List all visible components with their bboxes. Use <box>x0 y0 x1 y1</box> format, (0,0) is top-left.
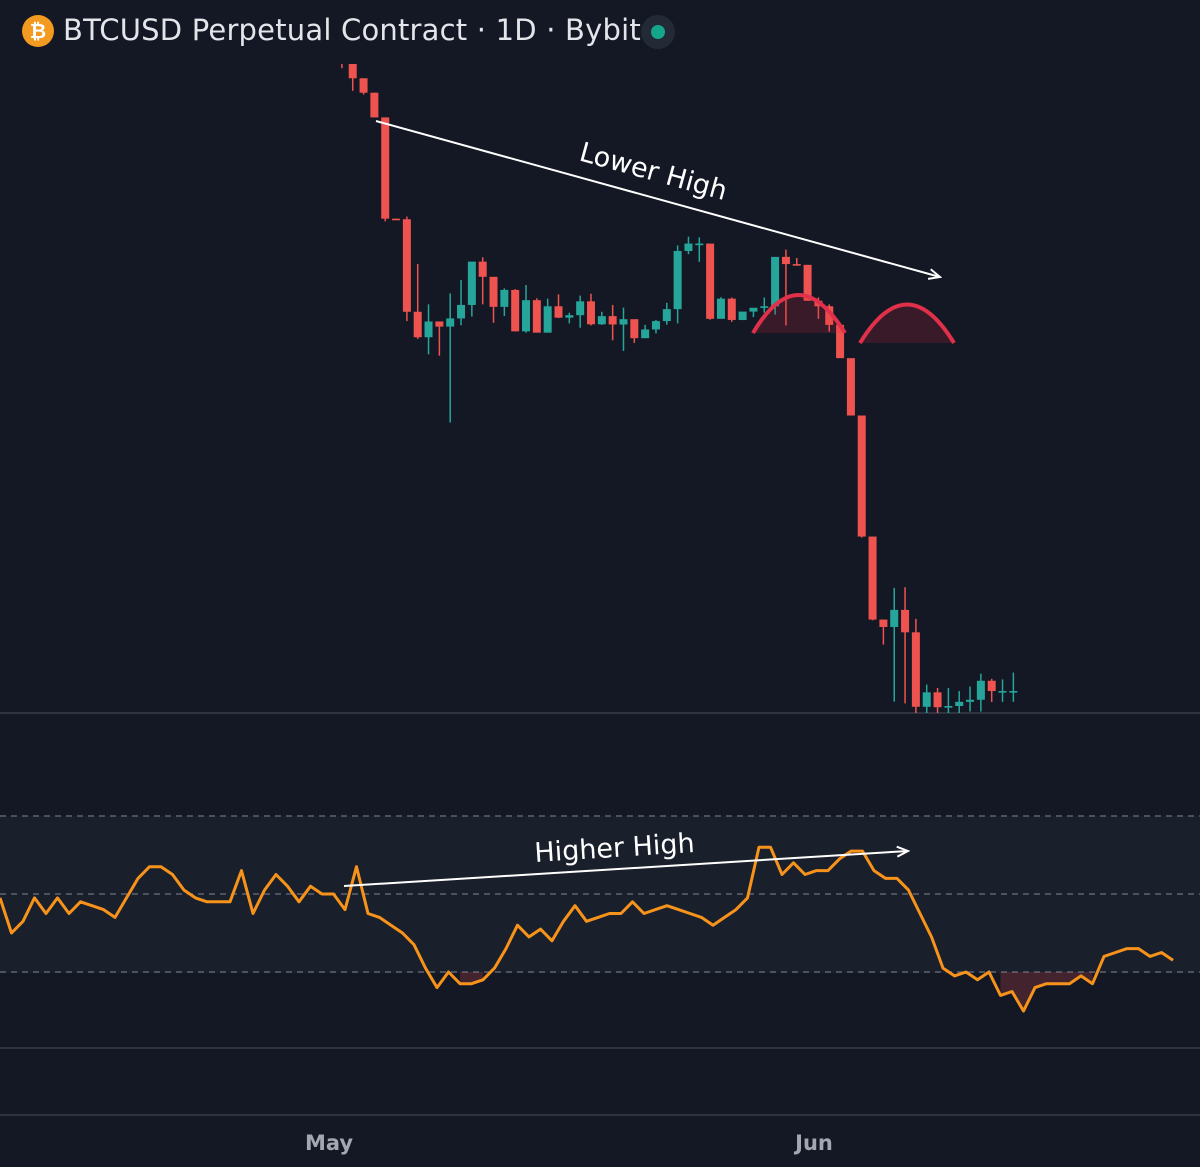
symbol-title[interactable]: BTCUSD Perpetual Contract · 1D · Bybit <box>63 13 641 47</box>
candle <box>857 415 866 538</box>
candle <box>370 92 379 118</box>
top-arc-2 <box>858 302 956 345</box>
candle <box>1009 672 1018 702</box>
candle <box>619 307 628 351</box>
chart-header: ₿ BTCUSD Perpetual Contract · 1D · Bybit <box>0 0 1200 64</box>
candle <box>586 293 595 326</box>
candle <box>673 245 682 324</box>
candle <box>879 619 888 645</box>
candle <box>341 64 343 69</box>
candle <box>955 691 964 713</box>
candle <box>435 321 444 356</box>
candle <box>836 324 845 359</box>
candle <box>348 64 357 91</box>
candle <box>662 302 671 325</box>
candle <box>933 687 942 713</box>
pane-separators <box>0 712 1200 1116</box>
candle <box>565 312 574 324</box>
candle <box>262 2 270 18</box>
candle <box>273 5 281 9</box>
candle <box>478 257 487 305</box>
candle <box>467 261 476 317</box>
candle <box>641 324 650 339</box>
candle <box>922 684 931 713</box>
candle <box>381 117 390 222</box>
time-axis[interactable]: May Jun <box>305 1131 833 1155</box>
candle <box>511 289 520 332</box>
candle <box>316 0 324 28</box>
candle <box>944 687 953 713</box>
top-arc-1 <box>751 293 847 335</box>
market-status-dot-icon <box>651 25 665 39</box>
candle <box>998 679 1007 702</box>
candle <box>792 258 801 266</box>
candle <box>295 2 303 15</box>
candle <box>359 78 368 95</box>
candle <box>630 319 639 343</box>
rsi-line <box>0 845 1174 1013</box>
candle <box>424 304 433 355</box>
candle <box>868 536 877 621</box>
candle <box>987 678 996 703</box>
candle <box>890 587 899 702</box>
candle <box>392 218 401 221</box>
candle <box>457 280 466 326</box>
candle <box>554 294 563 319</box>
lower-high-label: Lower High <box>576 137 730 207</box>
candle <box>251 0 259 18</box>
candle <box>230 0 238 12</box>
candle <box>446 293 455 423</box>
candle <box>532 298 541 333</box>
candle <box>695 237 704 262</box>
candle <box>966 686 975 712</box>
candle <box>489 276 498 323</box>
candle <box>976 673 985 712</box>
rsi-oversold-fill <box>1000 972 1093 1011</box>
candle <box>576 295 585 328</box>
bitcoin-icon: ₿ <box>22 15 54 47</box>
rsi-pane[interactable] <box>0 815 1200 1013</box>
candle <box>597 311 606 325</box>
candle <box>284 7 292 16</box>
lower-high-arrow <box>375 120 940 277</box>
candle <box>760 297 769 313</box>
candle <box>219 0 227 10</box>
price-pane[interactable] <box>13 0 1018 722</box>
candle <box>608 304 617 341</box>
candle <box>716 297 725 319</box>
higher-high-arrow <box>343 851 908 887</box>
candle <box>738 311 747 321</box>
candle <box>846 358 855 416</box>
candle <box>500 288 509 316</box>
candle <box>781 249 790 326</box>
x-tick-may: May <box>305 1131 353 1155</box>
candle <box>413 263 422 339</box>
candle <box>402 216 411 322</box>
candle <box>911 618 920 713</box>
candle <box>522 284 531 333</box>
candle <box>749 307 758 318</box>
candle <box>305 0 313 12</box>
x-tick-jun: Jun <box>793 1131 833 1155</box>
candle <box>684 236 693 255</box>
candle <box>901 587 910 704</box>
candle <box>543 298 552 333</box>
candle <box>327 0 335 25</box>
candle <box>706 243 715 320</box>
candle <box>651 319 660 334</box>
candle <box>727 297 736 322</box>
